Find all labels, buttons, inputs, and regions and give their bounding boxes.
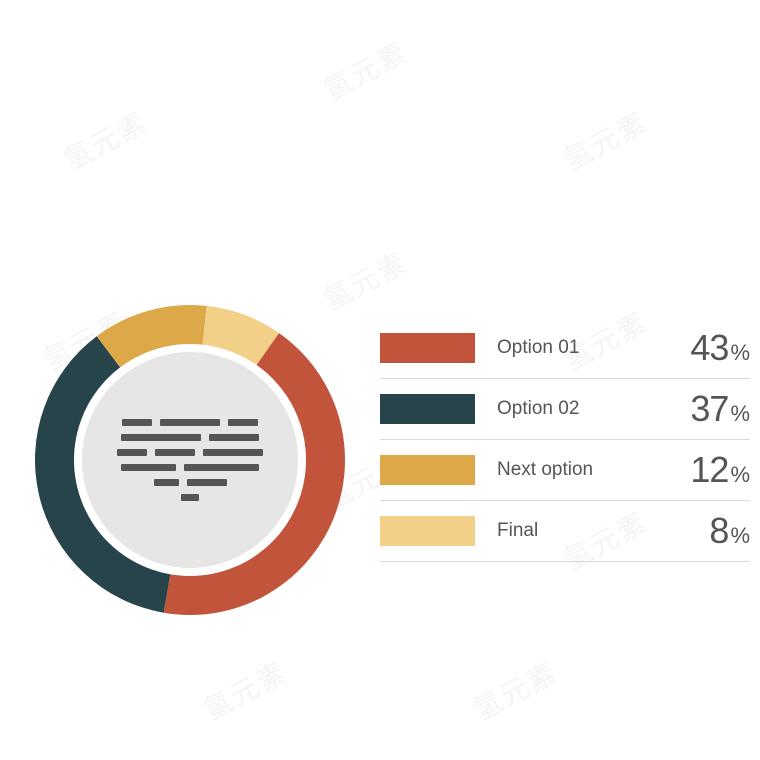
legend-value-number: 37 [690, 388, 728, 430]
watermark-text: 氢元素 [56, 101, 154, 179]
legend-percent-symbol: % [730, 340, 750, 366]
legend-row-next: Next option12% [380, 440, 750, 501]
legend-percent-symbol: % [730, 462, 750, 488]
placeholder-row [121, 464, 259, 471]
legend-value: 43% [690, 327, 750, 369]
placeholder-segment [203, 449, 263, 456]
legend-percent-symbol: % [730, 523, 750, 549]
legend-label: Option 01 [475, 337, 690, 359]
legend-percent-symbol: % [730, 401, 750, 427]
placeholder-row [181, 494, 199, 501]
placeholder-segment [187, 479, 227, 486]
legend-value-number: 43 [690, 327, 728, 369]
legend-swatch [380, 394, 475, 424]
legend-label: Final [475, 520, 709, 542]
legend-row-final: Final8% [380, 501, 750, 562]
placeholder-segment [121, 434, 201, 441]
legend-swatch [380, 333, 475, 363]
placeholder-row [122, 419, 258, 426]
placeholder-segment [121, 464, 176, 471]
placeholder-row [121, 434, 259, 441]
watermark-text: 氢元素 [196, 651, 294, 729]
watermark-text: 氢元素 [316, 31, 414, 109]
legend-row-opt2: Option 0237% [380, 379, 750, 440]
placeholder-row [117, 449, 263, 456]
legend-label: Option 02 [475, 398, 690, 420]
legend-value: 12% [690, 449, 750, 491]
placeholder-segment [160, 419, 220, 426]
placeholder-segment [155, 449, 195, 456]
watermark-text: 氢元素 [556, 101, 654, 179]
center-placeholder-text [110, 419, 270, 501]
legend: Option 0143%Option 0237%Next option12%Fi… [380, 318, 750, 562]
placeholder-row [154, 479, 227, 486]
legend-swatch [380, 516, 475, 546]
placeholder-segment [209, 434, 259, 441]
stage: 氢元素氢元素氢元素氢元素氢元素氢元素氢元素氢元素氢元素氢元素氢元素 Option… [0, 0, 760, 760]
placeholder-segment [117, 449, 147, 456]
legend-row-opt1: Option 0143% [380, 318, 750, 379]
legend-value: 37% [690, 388, 750, 430]
legend-value: 8% [709, 510, 750, 552]
placeholder-segment [184, 464, 259, 471]
legend-swatch [380, 455, 475, 485]
placeholder-segment [181, 494, 199, 501]
placeholder-segment [122, 419, 152, 426]
legend-value-number: 8 [709, 510, 728, 552]
placeholder-segment [154, 479, 179, 486]
donut-chart [30, 300, 350, 620]
legend-value-number: 12 [690, 449, 728, 491]
legend-label: Next option [475, 459, 690, 481]
watermark-text: 氢元素 [466, 651, 564, 729]
placeholder-segment [228, 419, 258, 426]
